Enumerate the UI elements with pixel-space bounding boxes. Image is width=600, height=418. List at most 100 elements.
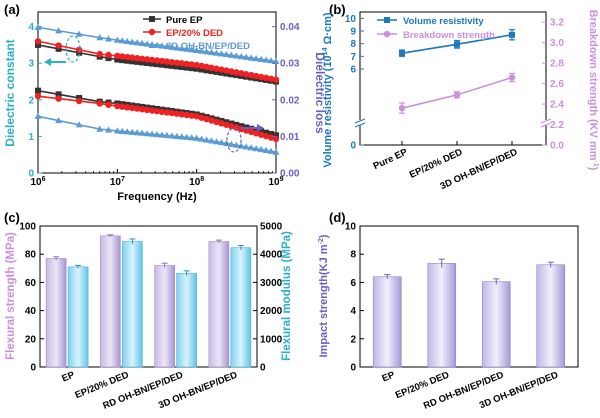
data-point — [257, 131, 265, 138]
y-tick-label-right: 0.00 — [280, 169, 300, 180]
left-arrowhead-icon — [44, 58, 51, 66]
data-point — [105, 101, 112, 108]
y-tick-label-right: 2.6 — [550, 79, 564, 90]
data-point — [153, 130, 161, 138]
data-point — [158, 42, 166, 49]
data-point — [208, 137, 215, 144]
data-point — [257, 73, 265, 81]
y-tick-label-right: 2.8 — [550, 59, 564, 70]
data-point — [128, 128, 136, 135]
y-tick-label-left: 0 — [350, 141, 356, 152]
data-point — [153, 107, 161, 115]
plot-frame-a — [37, 11, 277, 174]
data-point — [105, 35, 112, 42]
data-point — [252, 72, 260, 80]
data-point — [139, 59, 146, 66]
data-point — [262, 74, 270, 82]
data-point — [34, 112, 42, 119]
data-point — [34, 92, 42, 100]
data-point — [213, 138, 220, 145]
y-axis-label-left-exponent: 14 — [322, 47, 329, 55]
data-point — [198, 114, 205, 121]
legend-entry-pure-ep: Pure EP — [143, 15, 203, 26]
data-point — [35, 41, 41, 48]
data-point — [148, 130, 156, 137]
data-point — [124, 57, 131, 64]
data-point — [248, 128, 255, 136]
data-point — [213, 118, 220, 126]
data-point — [262, 146, 270, 154]
data-point — [257, 145, 265, 153]
y-tick-label-right: 3.2 — [550, 18, 564, 29]
data-point — [148, 56, 156, 64]
data-point — [272, 135, 280, 143]
data-point — [96, 100, 103, 107]
panel-a: (a) 106 107 108 109 0 1 2 3 4 0.00 0.01 0.02 0.03 0.0… — [3, 2, 327, 203]
data-point — [252, 145, 260, 152]
bar-flexural-modulus — [230, 247, 252, 368]
data-point — [168, 109, 176, 117]
data-point — [272, 148, 280, 155]
data-point — [173, 59, 181, 66]
data-point — [508, 74, 516, 81]
bar-flexural-strength — [154, 265, 175, 368]
data-point — [208, 117, 215, 124]
data-point — [227, 140, 235, 147]
data-point — [133, 105, 141, 112]
data-point — [198, 47, 206, 54]
y-axis-label-left: Dielectric constant — [3, 39, 17, 146]
axis-break-left — [354, 118, 366, 128]
data-point — [242, 53, 250, 60]
data-point — [263, 129, 270, 136]
y-tick-label-right: 0.03 — [280, 59, 300, 70]
y-axis-label-unit: ) — [318, 234, 330, 238]
data-point — [267, 147, 275, 154]
data-point — [55, 116, 62, 124]
data-point — [257, 55, 265, 62]
series-layer — [398, 29, 516, 114]
plot-frame-b — [359, 11, 547, 146]
data-point — [228, 123, 235, 130]
y-tick-label-left: 10 — [345, 14, 357, 25]
data-point — [252, 55, 260, 62]
data-point — [113, 127, 121, 134]
bar-flexural-modulus — [176, 273, 197, 368]
data-point — [168, 132, 176, 139]
y-axis-label-right: Dielectric loss — [313, 52, 327, 134]
data-point — [168, 43, 176, 50]
y-tick-label-left: 20 — [25, 334, 37, 345]
y-tick-label-left: 4 — [28, 22, 34, 33]
data-point — [168, 58, 176, 66]
y-axis-label-left: Volume resistivity (1014 Ω·cm) — [322, 12, 334, 168]
data-point — [267, 57, 275, 64]
x-tick-label: EP — [60, 369, 76, 384]
y-tick-label-right: 4000 — [260, 250, 283, 261]
data-point — [203, 63, 210, 71]
legend: Pure EP EP/20% DED 3D OH-BN/EP/DED — [143, 15, 250, 52]
y-tick-label-left: 100 — [19, 222, 36, 233]
data-point — [168, 62, 175, 69]
bar-flexural-modulus — [67, 266, 89, 368]
data-point — [237, 52, 245, 60]
data-point — [253, 127, 260, 134]
data-point — [247, 54, 255, 61]
legend-entry-breakdown-strength: Breakdown strength — [377, 30, 495, 41]
left-axis-group-ellipse — [65, 35, 81, 63]
data-point — [233, 124, 240, 131]
data-point — [149, 60, 156, 67]
data-point — [55, 91, 62, 98]
legend-label: Pure EP — [166, 15, 203, 26]
data-point — [123, 128, 131, 135]
data-point — [198, 135, 206, 142]
data-point — [96, 125, 104, 132]
data-point — [188, 65, 195, 72]
plot-frame-c — [39, 225, 258, 368]
bar-impact-strength — [427, 263, 457, 368]
data-point — [114, 52, 121, 60]
data-point — [248, 71, 255, 79]
y-tick-label: 2 — [350, 334, 356, 345]
y-tick-label-right: 2000 — [260, 306, 283, 317]
y-tick-label-right: 0.01 — [280, 132, 300, 143]
data-point — [272, 76, 280, 83]
